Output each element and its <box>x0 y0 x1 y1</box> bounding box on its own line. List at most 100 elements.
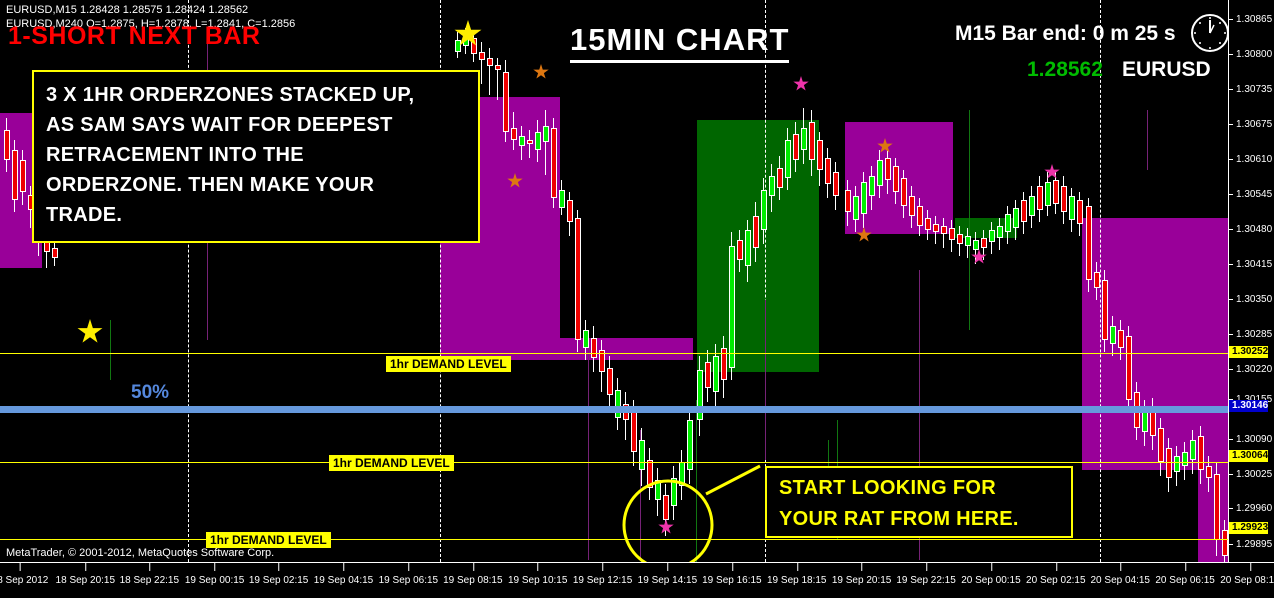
magenta-star-3-icon <box>971 249 987 264</box>
candle-bearish <box>893 166 899 192</box>
time-tick: 18 Sep 2012 <box>0 563 48 586</box>
candle-bearish <box>599 350 605 372</box>
annotation-line: RETRACEMENT INTO THE <box>46 144 304 166</box>
candle-bearish <box>471 38 477 54</box>
price-scale[interactable]: 1.30865 1.30800 1.30735 1.30675 1.30610 1.305… <box>1228 0 1274 584</box>
magenta-star-1-icon <box>793 76 809 91</box>
candle-bullish <box>543 126 549 142</box>
time-tick: 19 Sep 08:15 <box>443 563 503 586</box>
time-tick: 18 Sep 20:15 <box>55 563 116 586</box>
time-tick: 19 Sep 20:15 <box>831 563 892 586</box>
price-tick: 1.30865 <box>1229 14 1272 26</box>
magenta-star-signal-icon <box>658 519 674 534</box>
orange-star-1-icon <box>533 64 549 79</box>
zone-edge-line <box>110 320 111 380</box>
candle-bearish <box>567 200 573 222</box>
session-separator <box>1100 0 1101 562</box>
candle-bullish <box>655 480 661 500</box>
fib-50-line <box>0 406 1228 413</box>
alert-banner: 1-SHORT NEXT BAR <box>8 22 261 50</box>
session-separator <box>765 0 766 562</box>
fib-50-label: 50% <box>131 382 170 403</box>
price-tick: 1.30025 <box>1229 469 1272 481</box>
demand-level-line <box>0 462 1228 463</box>
time-tick: 19 Sep 18:15 <box>767 563 827 586</box>
session-separator <box>188 0 189 562</box>
time-tick: 19 Sep 02:15 <box>248 563 309 586</box>
candle-bullish <box>639 440 645 470</box>
candle-bearish <box>591 338 597 358</box>
price-tick: 1.30155 <box>1229 394 1272 406</box>
annotation-line: 3 X 1HR ORDERZONES STACKED UP, <box>46 84 415 106</box>
candle-bearish <box>917 206 923 226</box>
zone-edge-line <box>919 270 920 560</box>
candle-bearish <box>1206 466 1212 478</box>
page-title: 15MIN CHART <box>570 22 790 63</box>
candle-bearish <box>1166 448 1172 478</box>
candle-bullish <box>1182 452 1188 466</box>
candle-bearish <box>503 72 509 132</box>
candle-bullish <box>989 230 995 242</box>
demand-level-tag: 1hr DEMAND LEVEL <box>386 356 511 372</box>
candle-bullish <box>687 420 693 470</box>
candle-bullish <box>697 370 703 420</box>
candle-bearish <box>1094 272 1100 288</box>
candle-bearish <box>1198 436 1204 470</box>
candle-bullish <box>615 390 621 418</box>
candle-bearish <box>1118 330 1124 348</box>
price-tick: 1.30285 <box>1229 329 1272 341</box>
candle-bearish <box>777 168 783 188</box>
candle-bearish <box>1061 186 1067 212</box>
candle-bullish <box>1029 196 1035 216</box>
candle-bullish <box>1045 182 1051 206</box>
candle-bullish <box>761 190 767 230</box>
candle-bearish <box>933 224 939 232</box>
price-tick: 1.30220 <box>1229 364 1272 376</box>
candle-bullish <box>729 246 735 368</box>
candle-wick <box>545 110 546 175</box>
time-tick: 19 Sep 16:15 <box>702 563 762 586</box>
candle-bullish <box>1013 208 1019 228</box>
price-tick: 1.30675 <box>1229 119 1272 131</box>
time-tick: 19 Sep 12:15 <box>572 563 633 586</box>
candle-bullish <box>869 176 875 196</box>
zone-edge-line <box>765 300 766 460</box>
candle-bearish <box>527 140 533 144</box>
time-tick: 19 Sep 10:15 <box>507 563 568 586</box>
level-price-tag: 1.29923 <box>1229 522 1269 534</box>
candle-bullish <box>559 190 565 208</box>
candle-bearish <box>949 228 955 240</box>
annotation-line: START LOOKING FOR <box>779 477 996 499</box>
demand-level-line <box>0 353 1228 354</box>
time-scale[interactable]: MetaTrader, © 2001-2012, MetaQuotes Soft… <box>0 547 1274 598</box>
candle-bullish <box>671 478 677 506</box>
candle-bearish <box>12 150 18 200</box>
candle-bearish <box>925 218 931 230</box>
bid-price: 1.28562 <box>1027 58 1103 81</box>
time-tick: 19 Sep 06:15 <box>378 563 439 586</box>
time-tick: 20 Sep 02:15 <box>1026 563 1086 586</box>
candle-bearish <box>4 130 10 160</box>
supply-zone <box>845 122 953 234</box>
candle-bullish <box>785 140 791 178</box>
symbol-label: EURUSD <box>1122 58 1211 81</box>
rat-annotation-callout: START LOOKING FOR YOUR RAT FROM HERE. <box>765 466 1073 538</box>
candle-bearish <box>705 362 711 388</box>
candle-bullish <box>769 176 775 196</box>
price-tick: 1.30090 <box>1229 434 1272 446</box>
price-tick: 1.30480 <box>1229 224 1272 236</box>
clock-icon <box>1191 14 1229 52</box>
chart-plot-area[interactable] <box>0 0 1228 562</box>
zone-edge-line <box>969 110 970 330</box>
time-tick: 19 Sep 04:15 <box>313 563 374 586</box>
demand-level-tag: 1hr DEMAND LEVEL <box>206 532 331 548</box>
price-tick: 1.30350 <box>1229 294 1272 306</box>
price-tick: 1.30545 <box>1229 189 1272 201</box>
level-price-tag: 1.30064 <box>1229 450 1269 462</box>
candle-bearish <box>1222 530 1228 556</box>
time-tick: 20 Sep 00:15 <box>961 563 1021 586</box>
candle-wick <box>529 130 530 158</box>
candle-bullish <box>1174 456 1180 472</box>
zone-edge-line <box>1147 110 1148 170</box>
candle-bullish <box>973 240 979 250</box>
